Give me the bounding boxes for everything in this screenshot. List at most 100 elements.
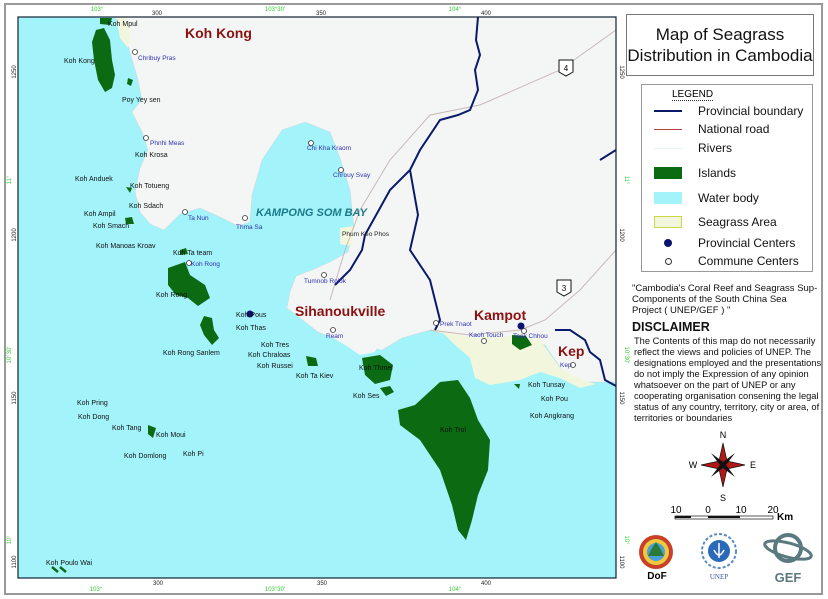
legend-item-national-road: National road [654, 121, 769, 137]
svg-text:Prek Tnaot: Prek Tnaot [440, 321, 472, 328]
fill-swatch [654, 167, 682, 179]
svg-text:103°30': 103°30' [265, 587, 285, 593]
svg-text:300: 300 [152, 11, 163, 17]
map-frame [17, 16, 617, 579]
gef-logo [763, 533, 813, 563]
svg-text:10: 10 [670, 505, 682, 516]
unep-label: UNEP [709, 573, 729, 581]
scale-bar: 10 0 10 20 Km [670, 505, 793, 523]
svg-text:Koh Moui: Koh Moui [156, 432, 186, 439]
svg-text:1250: 1250 [12, 65, 18, 79]
svg-text:1100: 1100 [618, 556, 624, 570]
svg-text:Koh Krosa: Koh Krosa [135, 152, 168, 159]
svg-text:Koh Poulo Wai: Koh Poulo Wai [46, 560, 92, 567]
commune-centers [132, 49, 576, 368]
svg-text:Koh Ta team: Koh Ta team [173, 250, 212, 257]
svg-text:10: 10 [735, 505, 747, 516]
legend-title: LEGEND [672, 89, 714, 101]
svg-text:10°: 10° [7, 535, 13, 545]
map-title: Map of Seagrass Distribution in Cambodia [626, 14, 814, 76]
svg-text:N: N [720, 430, 727, 440]
svg-text:Koh Totueng: Koh Totueng [130, 183, 169, 190]
svg-text:350: 350 [317, 581, 328, 587]
svg-text:0: 0 [705, 505, 711, 516]
disclaimer-heading: DISCLAIMER [632, 320, 710, 334]
legend-item-commune-centers: Commune Centers [654, 253, 799, 269]
svg-text:Phnhi Meas: Phnhi Meas [150, 140, 185, 147]
svg-text:1150: 1150 [618, 392, 624, 406]
svg-text:Ream: Ream [326, 333, 343, 340]
island-koh-ta-kiev [306, 356, 318, 366]
svg-text:Chribuy Pras: Chribuy Pras [138, 55, 176, 62]
dof-logo [639, 535, 673, 569]
line-swatch [654, 147, 682, 149]
compass-rose: N S E W [689, 430, 756, 503]
svg-text:Km: Km [777, 512, 793, 523]
island-koh-rong [168, 262, 210, 306]
line-swatch [654, 110, 682, 112]
svg-text:Koh Kong: Koh Kong [64, 58, 95, 65]
island-koh-kong [92, 28, 115, 92]
road-shield-3: 3 [556, 279, 572, 297]
islands [51, 18, 532, 573]
province-kampot: Kampot [474, 307, 526, 323]
svg-text:Koh Rong: Koh Rong [156, 292, 187, 299]
svg-text:Koh Angkrang: Koh Angkrang [530, 413, 574, 420]
svg-text:350: 350 [316, 11, 327, 17]
svg-text:Thma Sa: Thma Sa [236, 224, 263, 231]
svg-text:Koh Russei: Koh Russei [257, 363, 293, 370]
svg-text:11°: 11° [623, 176, 629, 185]
svg-text:10°30': 10°30' [623, 347, 629, 364]
svg-text:300: 300 [153, 581, 164, 587]
svg-text:Koh Smach: Koh Smach [93, 223, 129, 230]
provincial-center-sihanoukville [246, 310, 254, 318]
svg-text:Koh Pous: Koh Pous [236, 312, 267, 319]
svg-text:Koh Pou: Koh Pou [541, 396, 568, 403]
svg-text:W: W [689, 460, 698, 470]
provincial-boundary [334, 17, 482, 286]
gef-label: GEF [774, 570, 802, 585]
provincial-center-icon [664, 239, 672, 247]
svg-text:Koh Rong Sanlem: Koh Rong Sanlem [163, 350, 220, 357]
provincial-boundary [555, 329, 616, 387]
fill-swatch [654, 192, 682, 204]
svg-text:Koh Thmei: Koh Thmei [359, 365, 393, 372]
national-road-3 [429, 249, 616, 336]
svg-text:Koh Chraloas: Koh Chraloas [248, 352, 291, 359]
svg-text:Chrouy Svay: Chrouy Svay [333, 172, 371, 179]
bay-label: KAMPONG SOM BAY [256, 207, 369, 219]
island-kampot-delta [512, 335, 532, 350]
svg-text:104°: 104° [449, 7, 462, 13]
svg-text:Koh Manoas Kroav: Koh Manoas Kroav [96, 243, 156, 250]
svg-text:Koh Ta Kiev: Koh Ta Kiev [296, 373, 334, 380]
grid-labels: 103° 300 103°30' 350 104° 400 300 350 40… [7, 7, 629, 593]
province-labels: Koh Kong Sihanoukville Kampot Kep [185, 25, 584, 359]
legend-item-seagrass-area: Seagrass Area [654, 214, 777, 230]
legend: LEGEND Provincial boundary National road… [641, 84, 813, 272]
svg-text:400: 400 [481, 581, 492, 587]
svg-text:104°: 104° [449, 587, 462, 593]
svg-text:4: 4 [564, 64, 569, 73]
svg-text:Koh Mpul: Koh Mpul [108, 21, 138, 28]
svg-text:20: 20 [767, 505, 779, 516]
svg-text:1100: 1100 [12, 555, 18, 569]
provincial-center-kampot [517, 322, 525, 330]
svg-text:Koh Ses: Koh Ses [353, 393, 380, 400]
province-koh-kong: Koh Kong [185, 25, 252, 41]
province-sihanoukville: Sihanoukville [295, 303, 385, 319]
svg-text:3: 3 [562, 284, 567, 293]
svg-text:Koh Rong: Koh Rong [191, 261, 220, 268]
island-labels: Koh Mpul Koh Kong Poy Yey sen Koh Krosa … [46, 21, 574, 567]
svg-text:Koh Domlong: Koh Domlong [124, 453, 167, 460]
svg-text:Koh Tunsay: Koh Tunsay [528, 382, 565, 389]
fill-swatch [654, 216, 682, 228]
commune-center-icon [664, 258, 672, 265]
svg-text:Koh Pring: Koh Pring [77, 400, 108, 407]
svg-text:11°: 11° [7, 175, 13, 184]
legend-item-provincial-centers: Provincial Centers [654, 235, 795, 251]
svg-text:Koh Dong: Koh Dong [78, 414, 109, 421]
svg-text:Chi Kha Kraom: Chi Kha Kraom [307, 145, 351, 152]
provincial-boundary [599, 149, 616, 161]
island-koh-thmei [362, 355, 393, 384]
